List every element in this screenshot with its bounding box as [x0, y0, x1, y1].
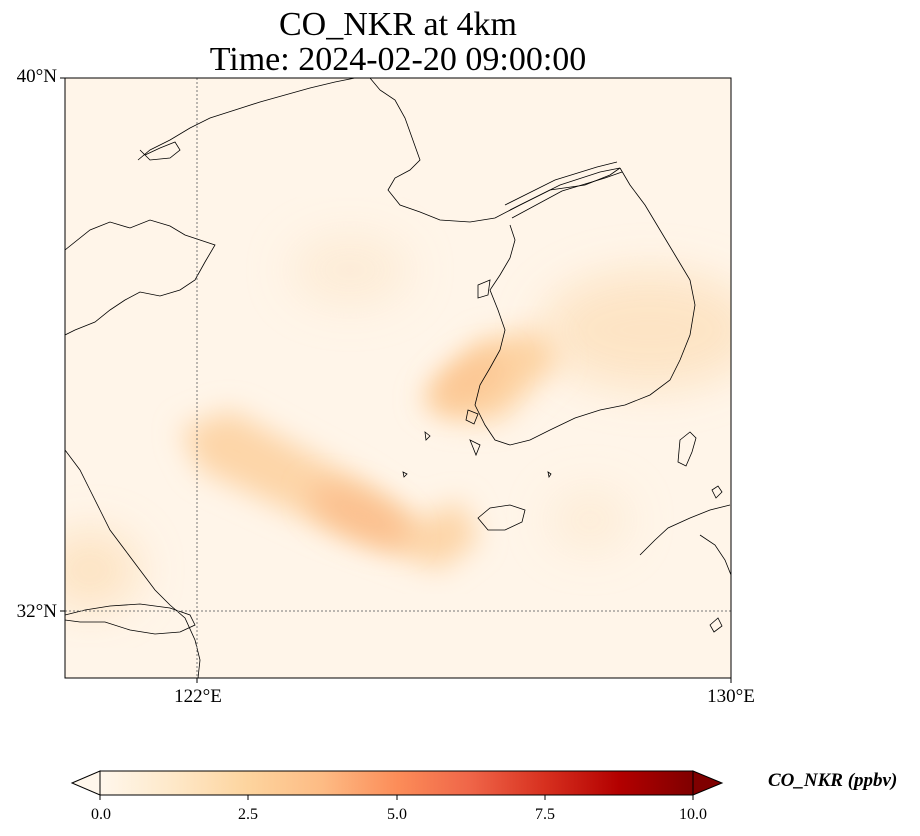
colorbar-extend-low [70, 770, 101, 796]
plume-southwest [65, 530, 140, 610]
coastlines [65, 78, 731, 678]
colorbar-extend-high [692, 770, 724, 796]
colorbar-tick-5: 5.0 [387, 806, 407, 823]
colorbar-tick-0: 0.0 [91, 806, 111, 823]
gridlines [65, 78, 731, 678]
colorbar-label: CO_NKR (ppbv) [768, 770, 898, 791]
coast-islet-5 [424, 431, 431, 441]
colorbar-ticks [99, 795, 694, 800]
coast-tsushima [677, 431, 697, 467]
colorbar-tick-2-5: 2.5 [238, 806, 258, 823]
coast-islet-6 [402, 471, 408, 478]
coast-islet-7 [547, 471, 552, 479]
coast-jiangsu [65, 449, 201, 678]
border-korea-3 [504, 161, 618, 206]
colorbar-tick-7-5: 7.5 [535, 806, 555, 823]
map-subtitle-time: Time: 2024-02-20 09:00:00 [209, 41, 587, 78]
border-korea-1 [509, 167, 621, 211]
map-frame [64, 77, 732, 679]
lon-label-130e: 130°E [707, 686, 755, 707]
plume-core-korea [434, 354, 506, 406]
coast-bohai-peninsula [139, 141, 181, 161]
coast-yangtze-estuary [65, 603, 196, 635]
coast-kyushu [639, 504, 731, 556]
plume-core-south [309, 485, 411, 545]
coast-islet-1 [711, 485, 723, 499]
map-title: CO_NKR at 4km [279, 6, 517, 43]
coast-liaodong [369, 78, 621, 223]
coast-islet-2 [709, 617, 723, 633]
coast-shandong [65, 219, 216, 336]
lon-label-122e: 122°E [174, 686, 222, 707]
axis-ticks [60, 77, 732, 683]
plume-south-korea-sea [550, 490, 630, 550]
coast-jeju-island [477, 504, 526, 531]
colorbar-tick-10: 10.0 [679, 806, 707, 823]
coast-korea [474, 167, 696, 446]
lat-label-40n: 40°N [16, 66, 57, 87]
plume-korea-east [540, 270, 731, 390]
colorbar [70, 770, 724, 800]
coast-islet-3 [465, 409, 479, 425]
lat-label-32n: 32°N [16, 601, 57, 622]
concentration-field [65, 78, 731, 678]
coast-islet-4 [469, 439, 481, 457]
border-korea-2 [511, 171, 623, 219]
coast-kyushu-south [699, 534, 731, 576]
coast-bohai-north [137, 78, 356, 161]
coast-islet-8 [477, 279, 491, 299]
plume-north-sea [290, 235, 410, 305]
colorbar-gradient [99, 770, 694, 796]
